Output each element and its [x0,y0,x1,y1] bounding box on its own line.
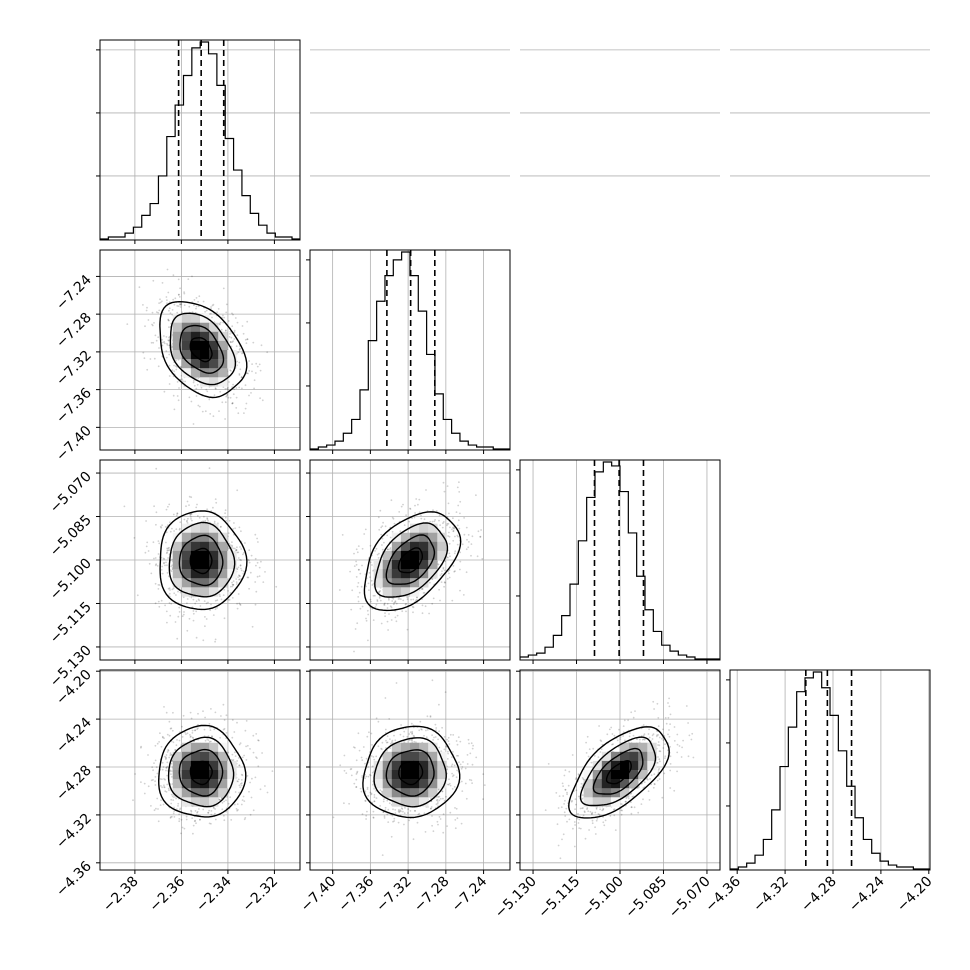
joint-content [332,679,486,856]
contour-lines [362,725,461,819]
y-tick-label: −5.085 [47,512,95,560]
y-tick-label: −5.100 [47,556,95,604]
x-tick-label: −5.085 [622,874,670,922]
inner-ticks [134,660,275,664]
panel-frame [729,669,931,871]
grid-lines [310,460,510,660]
histogram-panel-3 [726,49,931,871]
hist-xticks-0 [134,240,275,244]
y-tick-label: −4.28 [53,763,95,805]
histogram-step-2 [520,461,720,660]
histogram-panel-1 [306,49,511,451]
panel-frame [99,669,301,871]
joint-panel-3-1 [309,669,511,871]
joint-panel-3-2 [519,669,721,871]
joint-content [132,703,274,835]
y-tick-label: −7.24 [53,272,95,314]
x-axis-2: −5.130−5.115−5.100−5.085−5.070 [492,870,714,921]
y-axis-2: −5.130−5.115−5.100−5.085−5.070 [47,469,100,690]
y-tick-label: −7.32 [53,347,95,389]
y-tick-label: −4.24 [53,715,95,757]
x-tick-label: −2.34 [193,873,235,915]
density-cells [583,742,657,807]
panel-frame [99,249,301,451]
contour-lines [159,510,248,611]
x-tick-label: −2.36 [147,873,189,915]
histogram-step-3 [730,671,930,870]
x-tick-label: −2.38 [100,874,142,916]
y-tick-label: −7.36 [53,385,95,427]
contour-lines [568,726,670,819]
x-tick-label: −4.32 [750,874,792,916]
x-tick-label: −4.28 [798,874,840,916]
x-tick-label: −7.40 [298,874,340,916]
joint-content [338,481,484,653]
panel-frame [309,669,511,871]
x-tick-label: −7.32 [373,874,415,916]
grid-lines [310,49,510,450]
y-tick-label: −4.32 [53,810,95,852]
panel-frame [99,39,301,241]
y-tick-label: −5.070 [47,469,95,517]
y-tick-label: −7.40 [53,423,95,465]
joint-panel-3-0 [99,669,301,871]
x-tick-label: −5.070 [666,874,714,922]
x-tick-label: −4.24 [846,873,888,915]
histogram-step-1 [310,251,510,450]
x-tick-label: −5.100 [579,874,627,922]
x-tick-label: −7.36 [336,873,378,915]
density-cells [172,742,237,807]
inner-ticks [516,670,520,864]
grid-lines [730,49,930,870]
hist-xticks-2 [532,660,708,664]
contour-lines [157,724,247,818]
x-tick-label: −4.20 [894,874,936,916]
joint-panel-2-1 [309,459,511,661]
histogram-step-0 [100,41,300,240]
x-tick-label: −7.24 [449,873,491,915]
inner-ticks [306,472,485,664]
x-axis-1: −7.40−7.36−7.32−7.28−7.24 [298,870,491,916]
x-tick-label: −5.130 [492,874,540,922]
hist-xticks-1 [332,450,485,454]
joint-content [123,467,278,643]
x-axis-3: −4.36 −4.32 −4.28 −4.24 −4.20 [702,870,936,916]
joint-panel-1-0 [99,249,301,451]
joint-panel-2-0 [99,459,301,661]
inner-ticks [134,450,275,454]
x-tick-label: −5.115 [535,874,583,922]
contour-lines [363,511,462,612]
panel-frame [309,249,511,451]
x-tick-label: −7.28 [411,874,453,916]
joint-content [544,697,695,860]
inner-ticks [306,670,310,864]
density-cells [373,742,447,807]
x-axis-0: −2.38 −2.36 −2.34 −2.32 [100,870,281,915]
y-axis-3: −4.36−4.32−4.28−4.24−4.20 [53,667,100,900]
histogram-panel-2 [516,49,721,661]
histogram-panel-0 [96,39,301,241]
y-axis-1: −7.40−7.36−7.32−7.28−7.24 [53,272,100,465]
grid-lines [100,40,300,240]
contour-lines [159,300,248,399]
y-tick-label: −7.28 [53,310,95,352]
joint-content [126,268,269,425]
y-tick-label: −5.115 [47,599,95,647]
y-tick-label: −4.36 [53,858,95,900]
grid-lines [520,49,720,660]
x-tick-label: −2.32 [240,874,282,916]
